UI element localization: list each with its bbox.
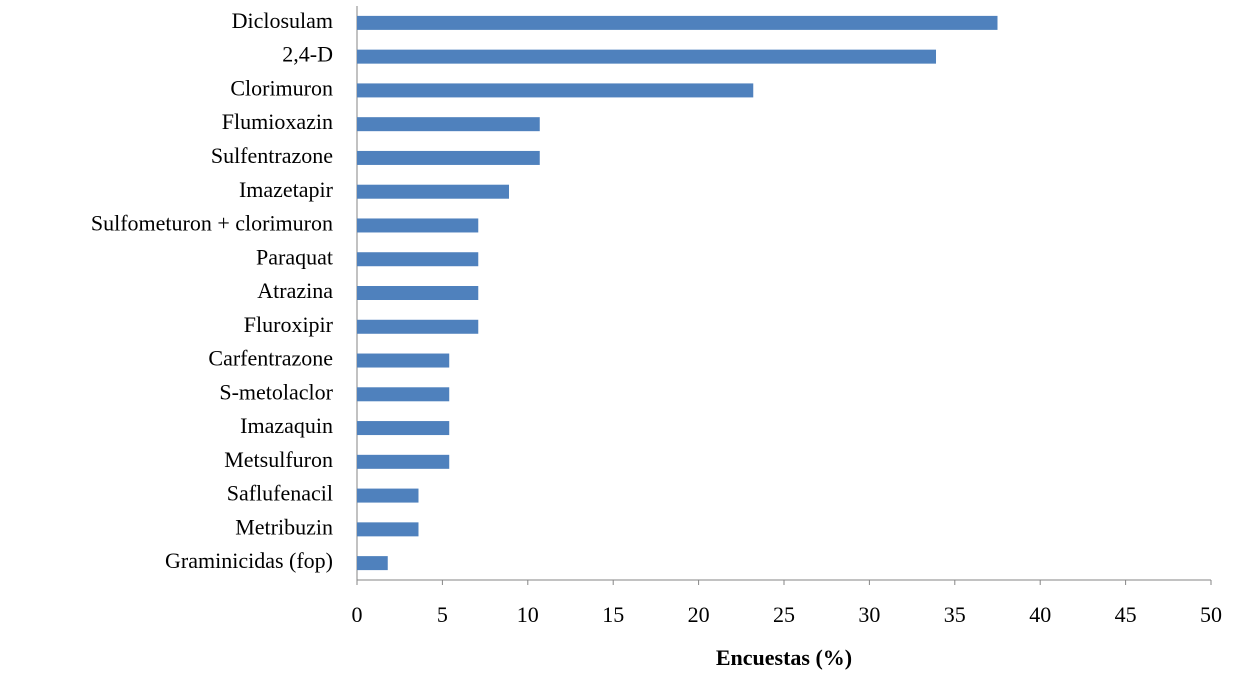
bar [357,488,419,503]
y-tick-label: Paraquat [256,244,333,269]
bar [357,252,479,267]
bar [357,184,510,199]
bar [357,454,450,469]
y-tick-label: Metribuzin [235,514,333,539]
bar [357,522,419,537]
y-tick-label: Carfentrazone [208,346,333,371]
x-tick-label: 20 [688,602,710,627]
y-tick-label: Atrazina [257,278,333,303]
bar [357,218,479,233]
y-tick-label: Flumioxazin [222,109,333,134]
x-tick-label: 30 [858,602,880,627]
x-tick-label: 45 [1115,602,1137,627]
y-tick-label: Imazetapir [239,177,334,202]
y-tick-label: Sulfometuron + clorimuron [91,211,333,236]
y-tick-label: 2,4-D [282,42,333,67]
y-tick-label: Graminicidas (fop) [165,548,333,573]
x-tick-label: 25 [773,602,795,627]
x-axis-title: Encuestas (%) [716,645,852,670]
y-tick-label: Saflufenacil [227,481,333,506]
bar [357,83,754,98]
bar [357,150,540,165]
x-tick-label: 15 [602,602,624,627]
bar [357,387,450,402]
x-tick-label: 40 [1029,602,1051,627]
y-tick-label: Clorimuron [230,75,333,100]
y-tick-label: Diclosulam [232,8,333,33]
x-tick-label: 0 [352,602,363,627]
x-tick-label: 10 [517,602,539,627]
y-tick-label: Fluroxipir [244,312,334,337]
bar [357,286,479,300]
bar [357,353,450,368]
bar [357,319,479,334]
x-tick-label: 5 [437,602,448,627]
y-tick-label: Metsulfuron [224,447,333,472]
bar [357,117,540,132]
x-tick-label: 50 [1200,602,1222,627]
bar [357,49,937,64]
y-tick-label: Imazaquin [240,413,333,438]
y-tick-label: S-metolaclor [219,379,333,404]
bar [357,421,450,436]
y-tick-label: Sulfentrazone [211,143,333,168]
bar [357,15,998,30]
x-tick-label: 35 [944,602,966,627]
bar [357,556,388,571]
